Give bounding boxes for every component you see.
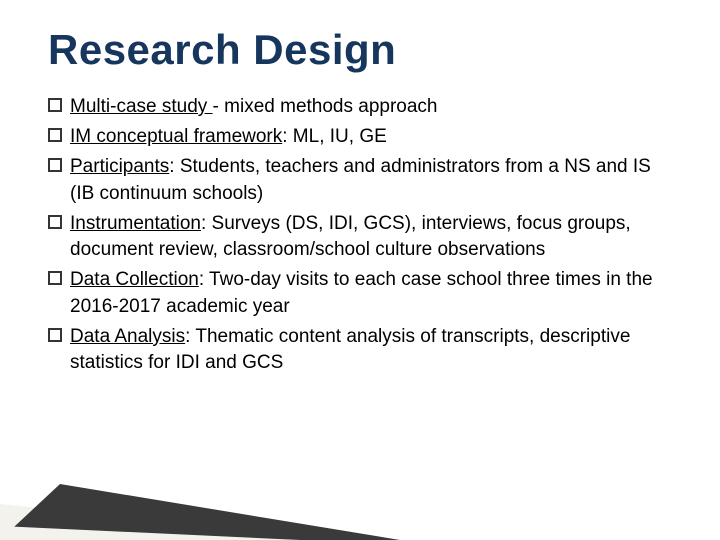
list-item: Instrumentation: Surveys (DS, IDI, GCS),… <box>48 211 672 263</box>
list-item: IM conceptual framework: ML, IU, GE <box>48 124 672 150</box>
list-item: Data Collection: Two-day visits to each … <box>48 267 672 319</box>
list-item-label: Multi-case study <box>70 96 213 117</box>
list-item-text: : ML, IU, GE <box>282 126 387 147</box>
list-item: Multi-case study - mixed methods approac… <box>48 94 672 120</box>
list-item-text: - mixed methods approach <box>213 96 438 117</box>
corner-decor-icon <box>0 430 720 540</box>
square-bullet-icon <box>48 98 62 112</box>
list-item: Participants: Students, teachers and adm… <box>48 154 672 206</box>
square-bullet-icon <box>48 328 62 342</box>
list-item-label: Data Analysis <box>70 326 185 347</box>
square-bullet-icon <box>48 158 62 172</box>
bullet-list: Multi-case study - mixed methods approac… <box>48 94 672 376</box>
slide: Research Design Multi-case study - mixed… <box>0 0 720 540</box>
slide-title: Research Design <box>48 26 672 74</box>
square-bullet-icon <box>48 215 62 229</box>
list-item-label: IM conceptual framework <box>70 126 282 147</box>
list-item-label: Participants <box>70 156 169 177</box>
square-bullet-icon <box>48 271 62 285</box>
square-bullet-icon <box>48 128 62 142</box>
list-item: Data Analysis: Thematic content analysis… <box>48 324 672 376</box>
list-item-label: Instrumentation <box>70 213 201 234</box>
list-item-label: Data Collection <box>70 269 199 290</box>
